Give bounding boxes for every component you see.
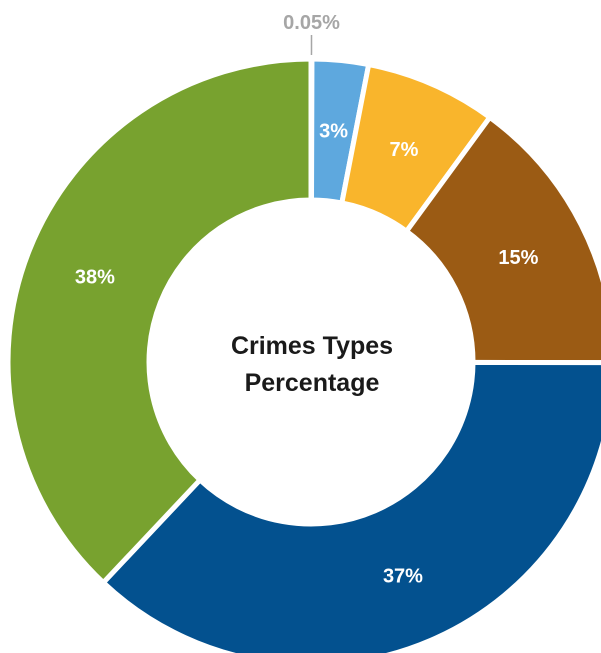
donut-slice-5 (5, 56, 314, 587)
slice-label-1: 3% (319, 121, 348, 143)
slice-label-5: 38% (75, 266, 115, 288)
chart-title-line-2: Percentage (245, 369, 380, 397)
slice-label-3: 15% (498, 247, 538, 269)
slice-label-2: 7% (390, 139, 419, 161)
slice-labels: 0.05% 3% 7% 15% 37% 38% (75, 12, 539, 588)
donut-slice-3 (403, 113, 601, 366)
donut-slice-4 (99, 359, 601, 653)
slice-label-4: 37% (383, 566, 423, 588)
slice-label-0: 0.05% (283, 12, 340, 34)
donut-slices (5, 56, 601, 653)
chart-title-line-1: Crimes Types (231, 332, 393, 360)
